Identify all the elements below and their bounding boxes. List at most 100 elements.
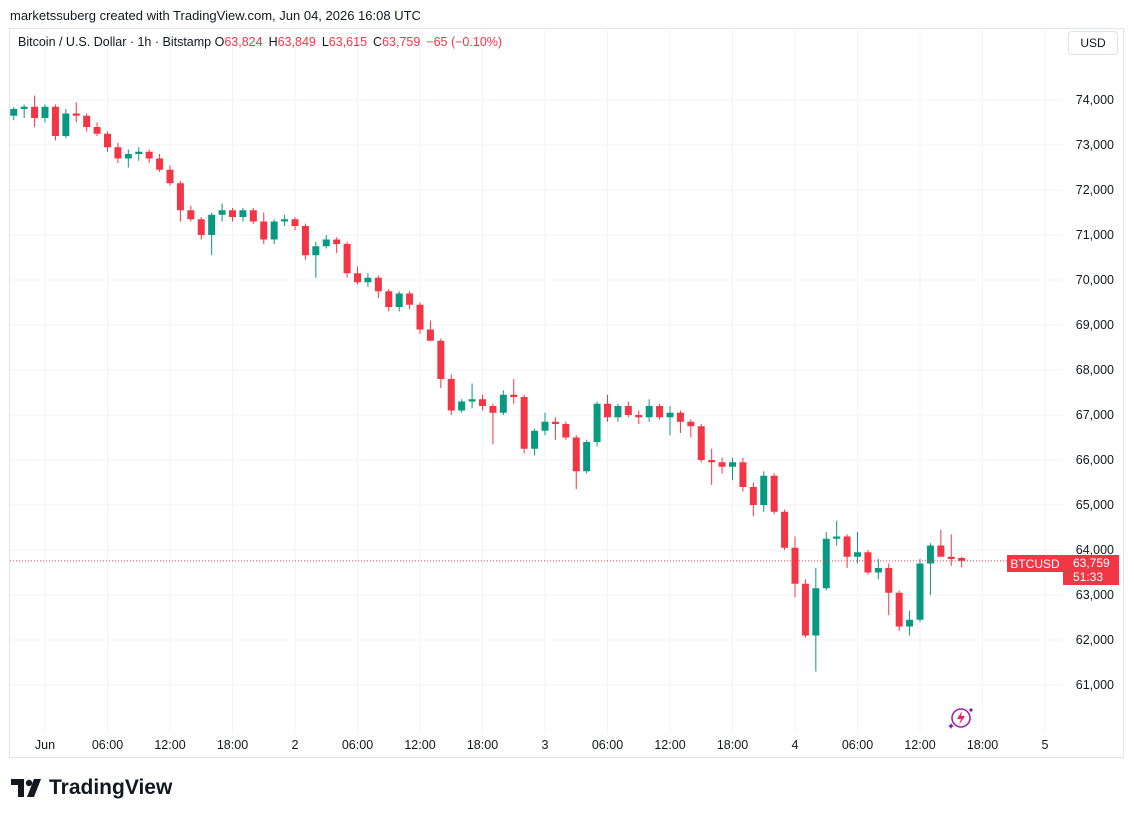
- candle: [135, 147, 143, 161]
- legend-high-label: H: [268, 35, 278, 49]
- candle: [114, 142, 122, 163]
- candle-body: [906, 619, 914, 627]
- candle: [895, 590, 903, 631]
- brand-name: TradingView: [49, 776, 173, 799]
- candle-body: [218, 210, 226, 215]
- candle: [145, 149, 153, 163]
- candle: [10, 106, 18, 121]
- candle-body: [739, 462, 747, 487]
- candle: [666, 406, 674, 436]
- x-tick-label: 4: [792, 738, 799, 752]
- candle-body: [41, 106, 49, 118]
- legend-close-value: 63,759: [382, 35, 421, 49]
- candle: [31, 95, 39, 127]
- candle: [354, 266, 361, 285]
- candle: [499, 390, 507, 415]
- candle: [635, 410, 643, 424]
- candle: [187, 205, 195, 222]
- candle-body: [145, 151, 153, 159]
- candle: [801, 579, 809, 638]
- candle-body: [51, 106, 59, 136]
- candle-body: [854, 552, 861, 557]
- x-tick-label: 06:00: [342, 738, 373, 752]
- candle: [468, 383, 476, 409]
- candle: [687, 419, 695, 438]
- x-tick-label: 18:00: [217, 738, 248, 752]
- candle: [864, 550, 872, 575]
- candle: [729, 457, 736, 481]
- candle-body: [333, 239, 341, 244]
- y-tick-label: 65,000: [1076, 498, 1114, 512]
- candle-body: [249, 210, 257, 222]
- candle: [843, 534, 851, 568]
- legend-close-label: C: [373, 35, 383, 49]
- candle: [208, 212, 216, 256]
- candle: [812, 568, 820, 672]
- candle-body: [781, 511, 789, 548]
- x-tick-label: Jun: [35, 738, 55, 752]
- legend-change: −65 (−0.10%): [426, 35, 503, 49]
- x-tick-label: 5: [1042, 738, 1049, 752]
- candle: [229, 208, 236, 222]
- candle: [604, 394, 611, 422]
- candle: [270, 219, 278, 244]
- candle: [62, 109, 70, 139]
- candle-body: [229, 210, 236, 217]
- candle: [676, 410, 684, 433]
- symbol-tag-bg: [1007, 555, 1063, 572]
- y-tick-label: 69,000: [1076, 318, 1114, 332]
- candle-body: [83, 115, 91, 127]
- candle: [322, 235, 330, 249]
- tradingview-logo[interactable]: TradingView: [11, 776, 172, 800]
- candle-body: [416, 304, 424, 330]
- candle-body: [520, 397, 528, 449]
- price-axis: 61,000 62,000 63,000 64,000 65,000 66,000 67,0…: [1076, 93, 1114, 692]
- candle-body: [708, 460, 716, 463]
- y-tick-label: 67,000: [1076, 408, 1114, 422]
- candle-body: [947, 556, 955, 559]
- chart-frame: [9, 28, 1124, 758]
- candle: [624, 401, 632, 418]
- candle-body: [937, 545, 945, 557]
- candle: [364, 273, 372, 287]
- candle-body: [468, 399, 476, 402]
- candle-body: [687, 421, 695, 427]
- legend-low-label: L: [321, 35, 329, 49]
- candle-body: [812, 588, 820, 636]
- candle: [885, 563, 893, 616]
- y-tick-label: 73,000: [1076, 138, 1114, 152]
- candle: [104, 131, 111, 152]
- candle: [239, 208, 247, 222]
- candle-body: [385, 291, 393, 307]
- x-tick-label: 18:00: [967, 738, 998, 752]
- candle-body: [270, 221, 278, 240]
- candle: [333, 237, 341, 253]
- candle-body: [426, 329, 434, 341]
- ai-assistant-icon[interactable]: [947, 705, 975, 736]
- y-tick-label: 70,000: [1076, 273, 1114, 287]
- chart-grid: [10, 30, 1063, 733]
- candle: [426, 320, 434, 341]
- candle: [854, 532, 861, 564]
- candle-body: [281, 219, 289, 222]
- candle: [458, 399, 466, 413]
- candle: [301, 223, 309, 260]
- candle-body: [72, 113, 80, 116]
- candle: [770, 473, 778, 514]
- candle-body: [656, 406, 664, 418]
- x-tick-label: 12:00: [154, 738, 185, 752]
- candle-body: [729, 462, 736, 467]
- candle: [572, 435, 580, 490]
- candle: [51, 104, 59, 141]
- currency-button[interactable]: USD: [1068, 31, 1118, 55]
- candle: [479, 394, 486, 411]
- candle-body: [624, 406, 632, 415]
- y-tick-label: 62,000: [1076, 633, 1114, 647]
- candle: [833, 520, 841, 546]
- candle-body: [239, 210, 247, 217]
- candle: [583, 439, 591, 474]
- candle-body: [208, 214, 216, 235]
- y-tick-label: 64,000: [1076, 543, 1114, 557]
- candle-body: [916, 563, 924, 620]
